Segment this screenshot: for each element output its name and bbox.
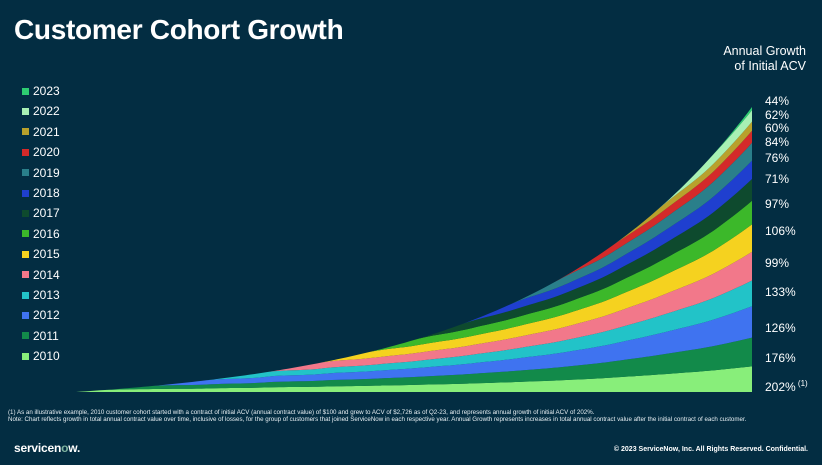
growth-label: 97% — [765, 197, 790, 211]
servicenow-logo: servicenow. — [14, 441, 81, 455]
legend-swatch — [22, 352, 29, 360]
legend-swatch — [22, 128, 29, 136]
legend-label: 2015 — [33, 247, 60, 262]
legend-swatch — [22, 189, 29, 197]
legend-swatch — [22, 107, 29, 115]
legend-item-2014: 2014 — [22, 268, 60, 282]
legend-item-2017: 2017 — [22, 206, 60, 220]
legend-item-2018: 2018 — [22, 186, 60, 200]
growth-label: 71% — [765, 172, 790, 186]
growth-label: 60% — [765, 121, 790, 135]
legend-item-2019: 2019 — [22, 166, 60, 180]
legend-label: 2023 — [33, 84, 60, 98]
legend-item-2020: 2020 — [22, 145, 60, 159]
growth-label: 106% — [765, 224, 796, 238]
legend-label: 2012 — [33, 308, 60, 323]
legend-swatch — [22, 271, 29, 279]
growth-label: 84% — [765, 135, 790, 149]
legend-label: 2016 — [33, 226, 60, 241]
growth-label: 202% (1) — [765, 379, 808, 394]
legend-label: 2019 — [33, 165, 60, 180]
area-series-2015 — [76, 224, 752, 392]
legend-swatch — [22, 230, 29, 238]
legend-label: 2021 — [33, 124, 60, 139]
footnote: (1) As an illustrative example, 2010 cus… — [8, 409, 808, 424]
growth-label: 76% — [765, 151, 790, 165]
footnote-line-2: Note: Chart reflects growth in total ann… — [8, 416, 747, 424]
footnote-line-1: (1) As an illustrative example, 2010 cus… — [8, 409, 595, 416]
legend-swatch — [22, 311, 29, 319]
area-series-2011 — [76, 337, 752, 392]
legend-label: 2010 — [33, 349, 60, 364]
legend-item-2012: 2012 — [22, 308, 60, 322]
legend-item-2011: 2011 — [22, 329, 59, 343]
page-title: Customer Cohort Growth — [14, 14, 344, 45]
area-series-2013 — [76, 280, 752, 392]
area-series-2014 — [76, 251, 752, 392]
growth-header: Annual Growth of Initial ACV — [676, 44, 806, 74]
legend-label: 2020 — [33, 145, 60, 160]
legend-swatch — [22, 332, 29, 340]
legend-item-2023: 2023 — [22, 84, 60, 98]
legend-item-2021: 2021 — [22, 125, 60, 139]
growth-header-line-2: of Initial ACV — [734, 59, 806, 73]
legend-label: 2022 — [33, 104, 60, 119]
growth-label: 99% — [765, 256, 790, 270]
growth-label: 176% — [765, 351, 796, 365]
legend-swatch — [22, 209, 29, 217]
legend-swatch — [22, 250, 29, 258]
growth-label: 44% — [765, 94, 790, 108]
legend-swatch — [22, 148, 29, 156]
growth-label: 133% — [765, 285, 796, 299]
legend-label: 2011 — [33, 328, 59, 343]
copyright-notice: © 2023 ServiceNow, Inc. All Rights Reser… — [613, 446, 808, 453]
legend-item-2013: 2013 — [22, 288, 60, 302]
legend-label: 2018 — [33, 186, 60, 200]
legend-swatch — [22, 87, 29, 95]
growth-label: 62% — [765, 108, 790, 122]
legend-item-2015: 2015 — [22, 247, 60, 261]
growth-header-line-1: Annual Growth — [723, 44, 806, 58]
area-series-2012 — [76, 306, 752, 392]
area-series-2010 — [76, 366, 752, 392]
legend-label: 2017 — [33, 206, 60, 221]
legend-label: 2014 — [33, 267, 60, 282]
legend-swatch — [22, 291, 29, 299]
growth-label: 126% — [765, 321, 796, 335]
legend-item-2016: 2016 — [22, 227, 60, 241]
legend-item-2022: 2022 — [22, 104, 60, 118]
legend-label: 2013 — [33, 288, 60, 302]
legend-item-2010: 2010 — [22, 349, 60, 363]
legend-swatch — [22, 169, 29, 177]
